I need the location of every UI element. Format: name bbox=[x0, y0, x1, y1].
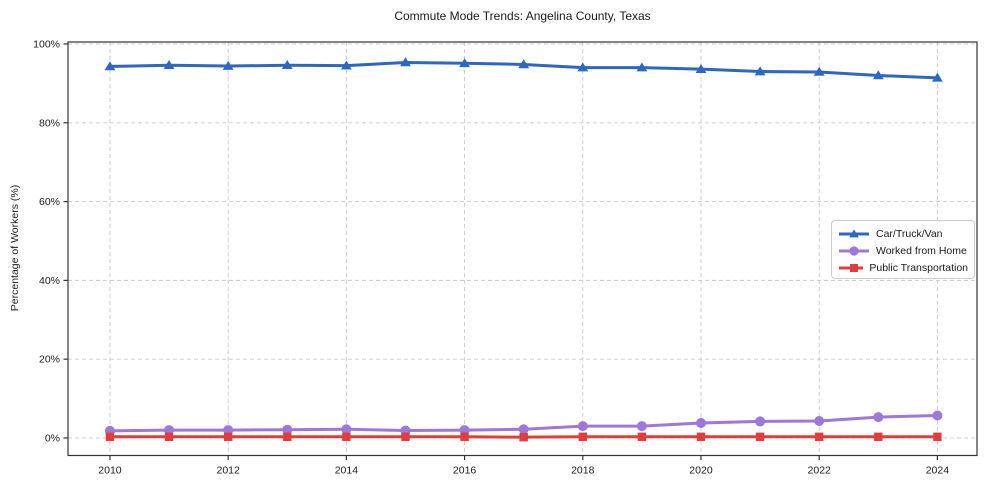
data-point-marker bbox=[577, 421, 588, 432]
plot-frame bbox=[67, 41, 978, 457]
legend-item: Worked from Home bbox=[838, 242, 968, 259]
data-point-marker bbox=[400, 57, 411, 67]
data-point-marker bbox=[695, 417, 706, 428]
data-point-marker bbox=[340, 60, 352, 70]
x-tick-label: 2024 bbox=[926, 465, 950, 477]
data-point-marker bbox=[283, 432, 292, 441]
data-point-marker bbox=[223, 432, 233, 441]
y-tick-label: 40% bbox=[39, 275, 60, 287]
data-point-marker bbox=[814, 432, 824, 441]
data-point-marker bbox=[518, 424, 529, 435]
circle-marker-icon bbox=[849, 245, 859, 256]
legend-marker-icon bbox=[839, 228, 869, 237]
x-tick-label: 2020 bbox=[689, 465, 713, 477]
y-tick-label: 100% bbox=[33, 38, 60, 50]
data-point-marker bbox=[932, 72, 943, 82]
x-tick-label: 2022 bbox=[808, 465, 832, 477]
legend-label: Worked from Home bbox=[876, 244, 967, 257]
data-point-marker bbox=[872, 70, 884, 80]
data-point-marker bbox=[460, 432, 469, 441]
x-tick-label: 2012 bbox=[216, 465, 240, 477]
legend-label: Public Transportation bbox=[869, 261, 968, 274]
y-tick-label: 80% bbox=[39, 117, 60, 129]
data-point-marker bbox=[105, 432, 115, 441]
y-tick-label: 60% bbox=[39, 196, 60, 208]
data-point-marker bbox=[401, 432, 410, 441]
chart-title: Commute Mode Trends: Angelina County, Te… bbox=[394, 9, 651, 23]
data-point-marker bbox=[932, 410, 943, 421]
data-point-marker bbox=[281, 60, 293, 70]
data-point-marker bbox=[342, 432, 351, 441]
triangle-marker-icon bbox=[849, 228, 859, 237]
data-point-marker bbox=[104, 61, 116, 71]
x-tick-label: 2018 bbox=[571, 465, 595, 477]
data-point-marker bbox=[933, 432, 942, 441]
data-point-marker bbox=[164, 432, 174, 441]
data-point-marker bbox=[813, 66, 825, 76]
data-point-marker bbox=[755, 432, 765, 441]
x-tick-label: 2016 bbox=[453, 465, 477, 477]
y-tick-label: 0% bbox=[45, 432, 60, 444]
data-point-marker bbox=[518, 59, 530, 69]
legend-marker-icon bbox=[839, 245, 869, 256]
data-point-marker bbox=[519, 432, 528, 442]
data-point-marker bbox=[874, 432, 883, 441]
y-tick-label: 20% bbox=[39, 354, 60, 366]
x-tick-label: 2014 bbox=[335, 465, 359, 477]
data-point-marker bbox=[577, 62, 589, 72]
data-point-marker bbox=[222, 60, 234, 70]
data-point-marker bbox=[636, 62, 648, 72]
data-point-marker bbox=[459, 58, 470, 68]
x-tick-label: 2010 bbox=[98, 465, 122, 477]
data-point-marker bbox=[341, 424, 352, 435]
square-marker-icon bbox=[850, 263, 858, 272]
data-point-marker bbox=[873, 412, 884, 423]
data-point-marker bbox=[695, 63, 707, 73]
data-point-marker bbox=[163, 60, 175, 70]
data-point-marker bbox=[637, 432, 647, 441]
data-point-marker bbox=[755, 416, 766, 427]
legend-label: Car/Truck/Van bbox=[876, 227, 943, 240]
legend-item: Car/Truck/Van bbox=[838, 225, 968, 242]
legend-item: Public Transportation bbox=[838, 259, 968, 276]
data-point-marker bbox=[696, 432, 706, 441]
data-point-marker bbox=[754, 66, 766, 76]
legend-marker-icon bbox=[839, 263, 864, 272]
data-point-marker bbox=[578, 432, 587, 441]
legend: Car/Truck/Van Worked from Home Public Tran… bbox=[831, 220, 975, 279]
data-point-marker bbox=[636, 421, 647, 432]
data-point-marker bbox=[282, 424, 293, 435]
data-point-marker bbox=[814, 416, 825, 427]
